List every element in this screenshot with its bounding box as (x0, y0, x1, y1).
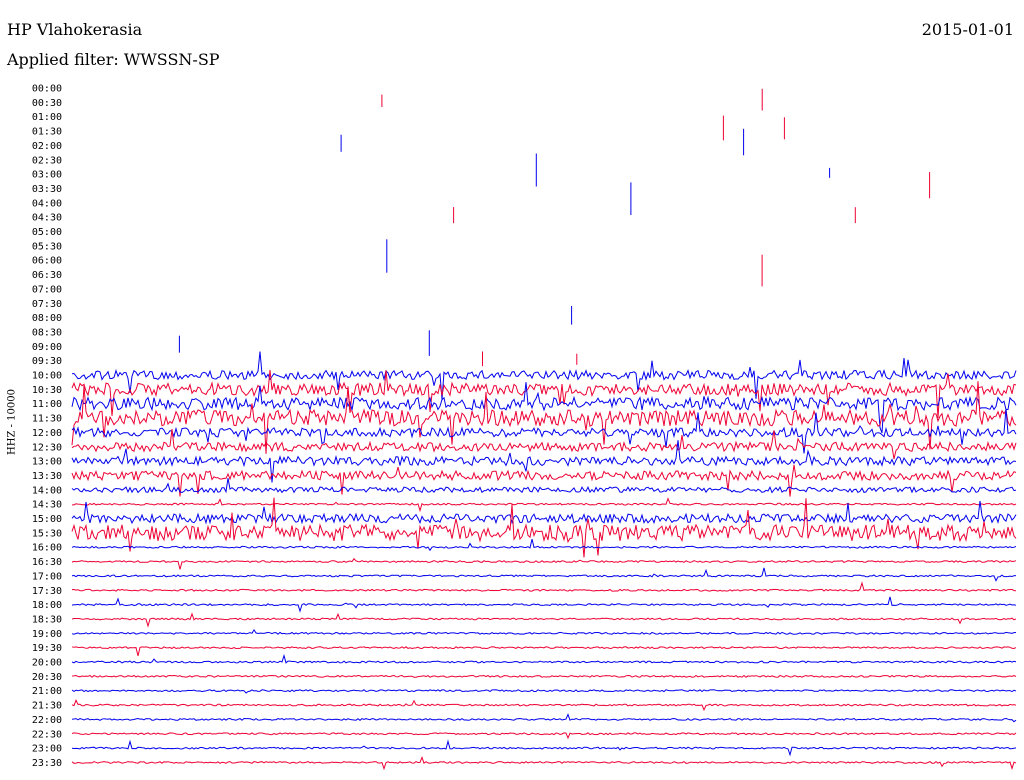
trace-row-2030 (71, 674, 1017, 678)
time-tick-1000: 10:00 (32, 371, 62, 382)
time-tick-2230: 22:30 (32, 729, 62, 740)
time-tick-1200: 12:00 (32, 428, 62, 439)
time-tick-0600: 06:00 (32, 256, 62, 267)
time-tick-0200: 02:00 (32, 141, 62, 152)
time-tick-1100: 11:00 (32, 399, 62, 410)
time-tick-0430: 04:30 (32, 213, 62, 224)
time-tick-0930: 09:30 (32, 356, 62, 367)
trace-row-2230 (71, 732, 1017, 740)
trace-row-1330 (71, 464, 1017, 497)
time-tick-1330: 13:30 (32, 471, 62, 482)
trace-row-1930 (71, 646, 1017, 657)
trace-row-1400 (71, 478, 1017, 494)
trace-row-1230 (71, 429, 1017, 460)
time-tick-0730: 07:30 (32, 299, 62, 310)
trace-row-1000 (71, 351, 1017, 400)
time-tick-0400: 04:00 (32, 198, 62, 209)
time-tick-0530: 05:30 (32, 241, 62, 252)
seismic-traces (71, 88, 1017, 771)
time-tick-1700: 17:00 (32, 571, 62, 582)
record-date: 2015-01-01 (921, 20, 1014, 39)
time-tick-1830: 18:30 (32, 614, 62, 625)
time-tick-2130: 21:30 (32, 701, 62, 712)
trace-row-1530 (71, 497, 1017, 558)
trace-row-1630 (71, 557, 1017, 570)
time-tick-labels: 00:00 00:30 01:00 01:30 02:00 02:30 03:00 03:30… (32, 84, 62, 769)
time-tick-0800: 08:00 (32, 313, 62, 324)
trace-row-2000 (71, 653, 1017, 664)
time-tick-1500: 15:00 (32, 514, 62, 525)
trace-row-1700 (71, 567, 1017, 582)
time-tick-1800: 18:00 (32, 600, 62, 611)
trace-row-1200 (71, 408, 1017, 454)
time-tick-1130: 11:30 (32, 414, 62, 425)
time-tick-1400: 14:00 (32, 485, 62, 496)
trace-row-1300 (71, 440, 1017, 483)
station-name: HP Vlahokerasia (7, 20, 143, 39)
filter-label: Applied filter: WWSSN-SP (7, 50, 220, 69)
trace-row-1030 (71, 369, 1017, 419)
time-tick-2330: 23:30 (32, 758, 62, 769)
trace-row-1830 (71, 612, 1017, 628)
time-tick-0000: 00:00 (32, 84, 62, 95)
time-tick-0830: 08:30 (32, 327, 62, 338)
time-tick-0630: 06:30 (32, 270, 62, 281)
time-tick-2100: 21:00 (32, 686, 62, 697)
time-tick-0500: 05:00 (32, 227, 62, 238)
time-tick-1230: 12:30 (32, 442, 62, 453)
time-tick-2300: 23:00 (32, 744, 62, 755)
trace-row-1130 (71, 381, 1017, 454)
time-tick-0300: 03:00 (32, 170, 62, 181)
trace-row-2100 (71, 689, 1017, 694)
trace-row-2130 (71, 699, 1017, 712)
trace-row-1100 (71, 382, 1017, 434)
time-tick-0230: 02:30 (32, 155, 62, 166)
time-tick-1900: 19:00 (32, 629, 62, 640)
time-tick-1430: 14:30 (32, 500, 62, 511)
time-tick-0900: 09:00 (32, 342, 62, 353)
time-tick-0330: 03:30 (32, 184, 62, 195)
time-tick-1300: 13:00 (32, 457, 62, 468)
trace-row-2330 (71, 755, 1017, 771)
trace-row-1900 (71, 628, 1017, 635)
trace-row-1500 (71, 500, 1017, 525)
trace-row-1800 (71, 596, 1017, 613)
time-tick-0130: 01:30 (32, 127, 62, 138)
time-tick-1030: 10:30 (32, 385, 62, 396)
time-tick-1530: 15:30 (32, 528, 62, 539)
time-tick-2000: 20:00 (32, 658, 62, 669)
trace-row-1600 (71, 538, 1017, 552)
trace-row-1730 (71, 581, 1017, 592)
time-tick-1730: 17:30 (32, 586, 62, 597)
time-tick-1630: 16:30 (32, 557, 62, 568)
time-tick-2030: 20:30 (32, 672, 62, 683)
time-tick-1600: 16:00 (32, 543, 62, 554)
trace-row-2200 (71, 713, 1017, 723)
time-tick-0100: 01:00 (32, 112, 62, 123)
trace-row-2300 (71, 739, 1017, 757)
trace-row-1430 (72, 497, 1017, 513)
time-tick-2200: 22:00 (32, 715, 62, 726)
time-tick-0030: 00:30 (32, 98, 62, 109)
time-tick-1930: 19:30 (32, 643, 62, 654)
time-tick-0700: 07:00 (32, 284, 62, 295)
